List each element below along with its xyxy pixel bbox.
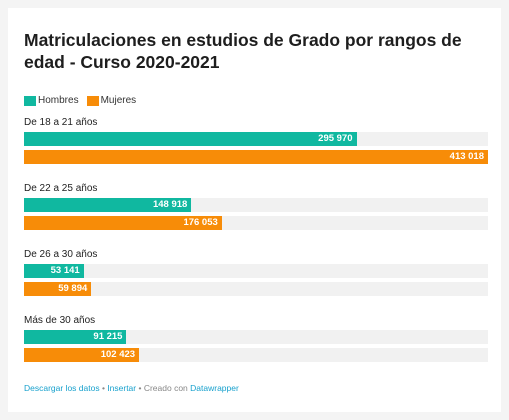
footer-created-with: • Creado con <box>136 383 191 393</box>
bar-hombres: 91 215 <box>24 330 127 344</box>
bar-value-label: 53 141 <box>50 265 80 276</box>
bar-group-3: Más de 30 años 91 215 102 423 <box>24 314 488 380</box>
category-label: De 18 a 21 años <box>24 117 98 128</box>
bar-group-0: De 18 a 21 años 295 970 413 018 <box>24 116 488 182</box>
footer: Descargar los datos • Insertar • Creado … <box>24 383 239 393</box>
category-label: De 26 a 30 años <box>24 249 98 260</box>
download-data-link[interactable]: Descargar los datos <box>24 383 100 393</box>
bar-value-label: 91 215 <box>93 331 123 342</box>
footer-separator: • <box>99 383 108 393</box>
bar-track: 176 053 <box>24 216 488 230</box>
chart-title: Matriculaciones en estudios de Grado por… <box>24 30 462 72</box>
bar-track: 59 894 <box>24 282 488 296</box>
bar-mujeres: 176 053 <box>24 216 222 230</box>
bar-value-label: 295 970 <box>318 133 353 144</box>
legend-item-mujeres: Mujeres <box>86 95 137 106</box>
bar-group-1: De 22 a 25 años 148 918 176 053 <box>24 182 488 248</box>
legend: Hombres Mujeres <box>24 95 144 106</box>
category-label: De 22 a 25 años <box>24 183 98 194</box>
bar-hombres: 148 918 <box>24 198 192 212</box>
embed-link[interactable]: Insertar <box>107 383 137 393</box>
bar-track: 53 141 <box>24 264 488 278</box>
bar-value-label: 102 423 <box>100 349 136 360</box>
bar-mujeres: 102 423 <box>24 348 140 362</box>
datawrapper-link[interactable]: Datawrapper <box>190 383 239 393</box>
legend-swatch-hombres <box>24 95 36 106</box>
bar-value-label: 59 894 <box>58 283 88 294</box>
bar-track: 148 918 <box>24 198 488 212</box>
bar-value-label: 413 018 <box>449 151 484 162</box>
bar-hombres: 295 970 <box>24 132 357 146</box>
bar-track: 413 018 <box>24 150 488 164</box>
legend-item-hombres: Hombres <box>24 95 79 106</box>
bar-value-label: 176 053 <box>183 217 218 228</box>
legend-label-hombres: Hombres <box>38 95 79 106</box>
legend-label-mujeres: Mujeres <box>100 95 137 106</box>
bar-value-label: 148 918 <box>152 199 188 210</box>
category-label: Más de 30 años <box>24 315 96 326</box>
chart-card: Matriculaciones en estudios de Grado por… <box>8 8 501 412</box>
legend-swatch-mujeres <box>86 95 99 106</box>
bar-groups: De 18 a 21 años 295 970 413 018 De 22 a 25 … <box>24 116 488 380</box>
bar-hombres: 53 141 <box>24 264 84 278</box>
bar-track: 91 215 <box>24 330 488 344</box>
bar-track: 102 423 <box>24 348 488 362</box>
bar-group-2: De 26 a 30 años 53 141 59 894 <box>24 248 488 314</box>
bar-mujeres: 59 894 <box>24 282 92 296</box>
bar-track: 295 970 <box>24 132 488 146</box>
bar-mujeres: 413 018 <box>24 150 488 164</box>
